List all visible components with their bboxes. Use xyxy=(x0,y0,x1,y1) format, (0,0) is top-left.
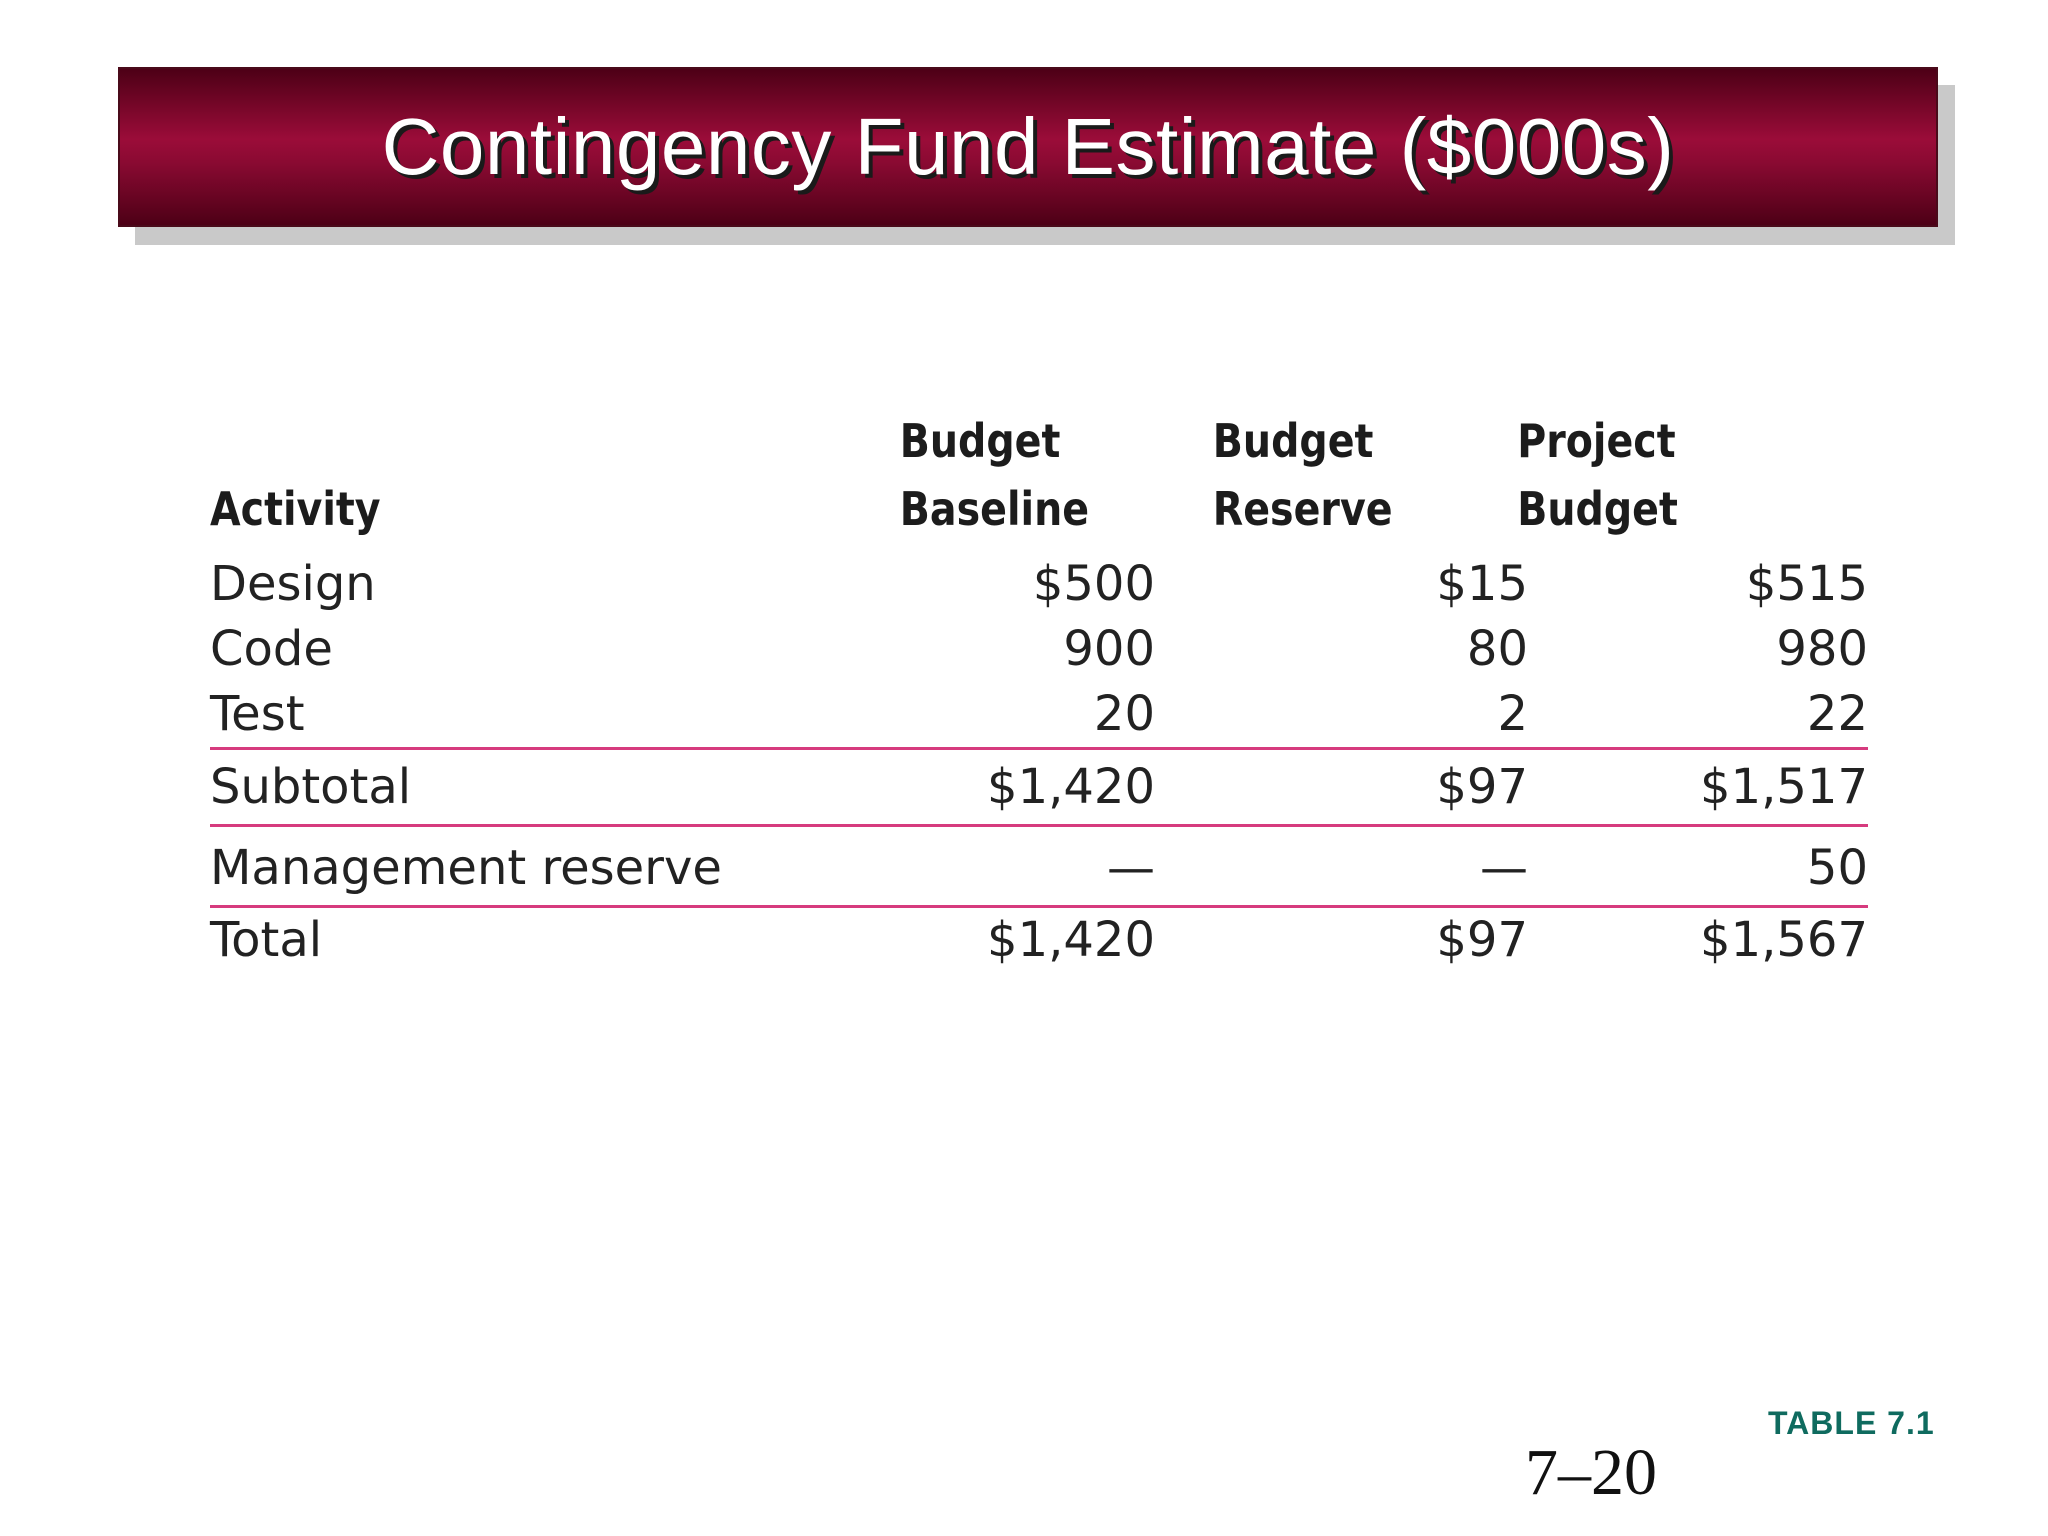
cell-project: 22 xyxy=(1806,686,1868,742)
slide-title: Contingency Fund Estimate ($000s) xyxy=(381,102,1675,191)
table-row-code: Code 900 80 980 xyxy=(210,617,1868,682)
table-label: TABLE 7.1 xyxy=(1768,1405,1935,1441)
table-row-subtotal: Subtotal $1,420 $97 $1,517 xyxy=(210,750,1868,824)
table-header: Activity Budget Baseline Budget Reserve … xyxy=(210,410,1678,552)
cell-activity: Total xyxy=(210,912,323,968)
table-row-design: Design $500 $15 $515 xyxy=(210,552,1868,617)
header-baseline-line1: Budget xyxy=(899,414,1061,468)
cell-project: 980 xyxy=(1776,621,1868,677)
cell-baseline: 20 xyxy=(1093,686,1155,742)
cell-reserve: 2 xyxy=(1497,686,1528,742)
header-project-line1: Project xyxy=(1517,414,1676,468)
cell-project: 50 xyxy=(1806,840,1868,896)
header-reserve-line1: Budget xyxy=(1212,414,1374,468)
cell-reserve: $97 xyxy=(1436,759,1528,815)
cell-reserve: 80 xyxy=(1466,621,1528,677)
cell-project: $1,567 xyxy=(1700,912,1868,968)
cell-reserve: $15 xyxy=(1436,556,1528,612)
cell-project: $515 xyxy=(1745,556,1868,612)
page-number: 7–20 xyxy=(1525,1436,1657,1509)
cell-baseline: $1,420 xyxy=(987,759,1155,815)
cell-reserve: — xyxy=(1480,840,1528,896)
cell-activity: Code xyxy=(210,621,333,677)
table-row-management-reserve: Management reserve — — 50 xyxy=(210,827,1868,905)
divider-rule xyxy=(210,905,1868,908)
cell-activity: Test xyxy=(210,686,305,742)
cell-activity: Subtotal xyxy=(210,759,412,815)
divider-rule xyxy=(210,824,1868,827)
title-bar: Contingency Fund Estimate ($000s) xyxy=(118,67,1938,227)
table-row-test: Test 20 2 22 xyxy=(210,682,1868,747)
header-reserve-line2: Reserve xyxy=(1212,482,1393,536)
cell-baseline: $500 xyxy=(1032,556,1155,612)
cell-baseline: 900 xyxy=(1063,621,1155,677)
table-row-total: Total $1,420 $97 $1,567 xyxy=(210,908,1868,974)
header-project-line2: Budget xyxy=(1517,482,1678,536)
cell-baseline: $1,420 xyxy=(987,912,1155,968)
cell-baseline: — xyxy=(1107,840,1155,896)
divider-rule xyxy=(210,747,1868,750)
cell-activity: Design xyxy=(210,556,376,612)
cell-reserve: $97 xyxy=(1436,912,1528,968)
cell-project: $1,517 xyxy=(1700,759,1868,815)
header-baseline-line2: Baseline xyxy=(899,482,1090,536)
contingency-table: Activity Budget Baseline Budget Reserve … xyxy=(210,410,1868,974)
header-activity: Activity xyxy=(210,482,381,536)
cell-activity: Management reserve xyxy=(210,840,722,896)
